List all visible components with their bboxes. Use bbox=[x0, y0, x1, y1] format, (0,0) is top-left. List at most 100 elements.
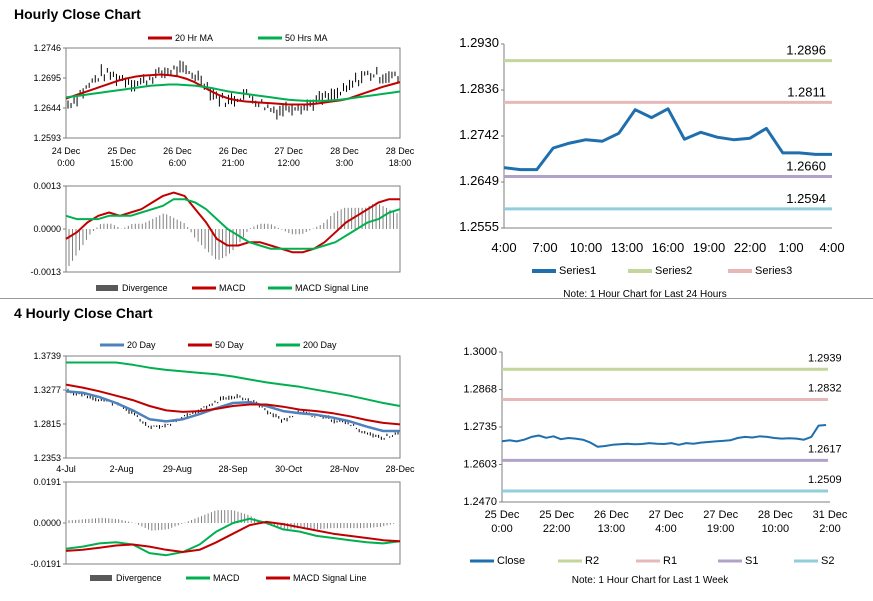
four-hourly-macd-legend-label: Divergence bbox=[116, 573, 162, 583]
hourly-price-xtick-label: 26 Dec bbox=[163, 146, 192, 156]
four-hourly-macd-line bbox=[65, 517, 401, 557]
four-hourly-levels-xtick-label: 28 Dec bbox=[758, 509, 793, 521]
four-hourly-20-day-line bbox=[65, 390, 400, 433]
hourly-levels-xtick-label: 16:00 bbox=[652, 240, 685, 255]
hourly-level-label: 1.2594 bbox=[786, 191, 826, 206]
four-hourly-price-legend-label: 50 Day bbox=[215, 340, 244, 350]
hourly-50hr-ma-line bbox=[65, 83, 401, 102]
four-hourly-macd-ytick-label: 0.0191 bbox=[33, 477, 61, 487]
four-hourly-level-label: 1.2617 bbox=[808, 443, 842, 455]
hourly-levels-ytick-label: 1.2555 bbox=[459, 219, 499, 234]
hourly-levels-xtick-label: 10:00 bbox=[570, 240, 603, 255]
four-hourly-macd-ytick-label: -0.0191 bbox=[30, 559, 61, 569]
four-hourly-price-xtick-label: 4-Jul bbox=[56, 464, 76, 474]
section-divider bbox=[0, 298, 873, 299]
hourly-levels-legend-label: Series2 bbox=[655, 265, 692, 277]
hourly-macd-ytick-label: -0.0013 bbox=[30, 267, 61, 277]
hourly-price-legend-label: 50 Hrs MA bbox=[285, 33, 328, 43]
four-hourly-levels-xtick-label: 19:00 bbox=[707, 523, 735, 535]
hourly-macd-legend-label: MACD Signal Line bbox=[295, 283, 369, 293]
four-hourly-price-xtick-label: 28-Nov bbox=[330, 464, 360, 474]
four-hourly-price-frame bbox=[65, 355, 401, 459]
hourly-levels-xtick-label: 4:00 bbox=[491, 240, 516, 255]
four-hourly-levels-xtick-label: 2:00 bbox=[819, 523, 840, 535]
hourly-levels-xtick-label: 22:00 bbox=[734, 240, 767, 255]
hourly-series1-line bbox=[503, 107, 832, 172]
four-hourly-price-ytick-label: 1.2815 bbox=[33, 419, 61, 429]
hourly-macd-legend-swatch bbox=[96, 285, 118, 291]
four-hourly-levels-xtick-label: 26 Dec bbox=[594, 509, 629, 521]
four-hourly-levels-legend-label: S2 bbox=[821, 555, 834, 567]
four-hourly-price-ytick-label: 1.3739 bbox=[33, 351, 61, 361]
hourly-macd-legend-label: Divergence bbox=[122, 283, 168, 293]
hourly-levels-legend-label: Series3 bbox=[755, 265, 792, 277]
hourly-macd-signal-line bbox=[65, 198, 401, 250]
hourly-level-label: 1.2660 bbox=[786, 158, 826, 173]
four-hourly-price-xtick-label: 29-Aug bbox=[163, 464, 192, 474]
hourly-price-ytick-label: 1.2695 bbox=[33, 73, 61, 83]
four-hourly-price-xtick-label: 28-Dec bbox=[385, 464, 415, 474]
four-hourly-levels-ytick-label: 1.3000 bbox=[463, 346, 497, 358]
hourly-macd-ytick-label: 0.0013 bbox=[33, 181, 61, 191]
hourly-level-label: 1.2811 bbox=[787, 84, 826, 99]
hourly-section-title: Hourly Close Chart bbox=[14, 6, 141, 22]
four-hourly-levels-legend-label: Close bbox=[497, 555, 525, 567]
four-hourly-price-xtick-label: 30-Oct bbox=[275, 464, 303, 474]
four-hourly-level-label: 1.2509 bbox=[808, 474, 842, 486]
four-hourly-levels-ytick-label: 1.2868 bbox=[463, 384, 497, 396]
four-hourly-levels-xtick-label: 25 Dec bbox=[539, 509, 574, 521]
hourly-levels-ytick-label: 1.2930 bbox=[459, 35, 499, 50]
four-hourly-levels-xtick-label: 0:00 bbox=[491, 523, 512, 535]
four-hourly-price-ytick-label: 1.2353 bbox=[33, 453, 61, 463]
four-hourly-levels-xtick-label: 27 Dec bbox=[703, 509, 738, 521]
four-hourly-levels-note: Note: 1 Hour Chart for Last 1 Week bbox=[572, 575, 730, 586]
four-hourly-price-xtick-label: 2-Aug bbox=[110, 464, 134, 474]
hourly-price-xtick-label: 0:00 bbox=[57, 158, 75, 168]
four-hourly-levels-legend-label: S1 bbox=[745, 555, 758, 567]
hourly-price-xtick-label: 3:00 bbox=[336, 158, 354, 168]
hourly-levels-ytick-label: 1.2649 bbox=[459, 173, 499, 188]
hourly-price-ytick-label: 1.2746 bbox=[33, 43, 61, 53]
four-hourly-levels-ytick-label: 1.2735 bbox=[463, 421, 497, 433]
four-hourly-levels-xtick-label: 31 Dec bbox=[813, 509, 848, 521]
hourly-price-xtick-label: 27 Dec bbox=[274, 146, 303, 156]
four-hourly-macd-legend-label: MACD Signal Line bbox=[293, 573, 367, 583]
hourly-price-legend-label: 20 Hr MA bbox=[175, 33, 213, 43]
four-hourly-close-line bbox=[501, 424, 827, 448]
hourly-price-xtick-label: 21:00 bbox=[222, 158, 245, 168]
hourly-price-xtick-label: 25 Dec bbox=[107, 146, 136, 156]
hourly-levels-xtick-label: 19:00 bbox=[693, 240, 726, 255]
hourly-levels-xtick-label: 13:00 bbox=[611, 240, 644, 255]
four-hourly-levels-xtick-label: 13:00 bbox=[598, 523, 626, 535]
four-hourly-50-day-line bbox=[65, 383, 401, 426]
four-hourly-levels-ytick-label: 1.2603 bbox=[463, 459, 497, 471]
hourly-price-xtick-label: 12:00 bbox=[277, 158, 300, 168]
four-hourly-macd-legend-label: MACD bbox=[213, 573, 240, 583]
four-hourly-section-title: 4 Hourly Close Chart bbox=[14, 305, 153, 321]
hourly-levels-xtick-label: 4:00 bbox=[819, 240, 844, 255]
hourly-price-xtick-label: 28 Dec bbox=[330, 146, 359, 156]
hourly-levels-xtick-label: 1:00 bbox=[778, 240, 803, 255]
four-hourly-level-label: 1.2939 bbox=[808, 352, 842, 364]
hourly-macd-legend-label: MACD bbox=[219, 283, 246, 293]
four-hourly-macd-ytick-label: 0.0000 bbox=[33, 518, 61, 528]
four-hourly-levels-xtick-label: 25 Dec bbox=[485, 509, 520, 521]
four-hourly-price-ytick-label: 1.3277 bbox=[33, 385, 61, 395]
four-hourly-levels-xtick-label: 4:00 bbox=[655, 523, 676, 535]
four-hourly-levels-xtick-label: 22:00 bbox=[543, 523, 571, 535]
hourly-level-label: 1.2896 bbox=[786, 43, 826, 58]
hourly-levels-ytick-label: 1.2742 bbox=[459, 127, 499, 142]
hourly-price-ytick-label: 1.2644 bbox=[33, 103, 61, 113]
four-hourly-levels-legend-label: R2 bbox=[585, 555, 599, 567]
four-hourly-price-legend-label: 200 Day bbox=[303, 340, 337, 350]
hourly-macd-ytick-label: 0.0000 bbox=[33, 224, 61, 234]
four-hourly-level-label: 1.2832 bbox=[808, 383, 842, 395]
four-hourly-200-day-line bbox=[66, 361, 401, 407]
four-hourly-macd-legend-swatch bbox=[90, 575, 112, 581]
hourly-price-xtick-label: 24 Dec bbox=[52, 146, 81, 156]
four-hourly-price-legend-label: 20 Day bbox=[127, 340, 156, 350]
hourly-levels-ytick-label: 1.2836 bbox=[459, 81, 499, 96]
hourly-price-xtick-label: 18:00 bbox=[389, 158, 412, 168]
four-hourly-levels-ytick-label: 1.2470 bbox=[463, 496, 497, 508]
